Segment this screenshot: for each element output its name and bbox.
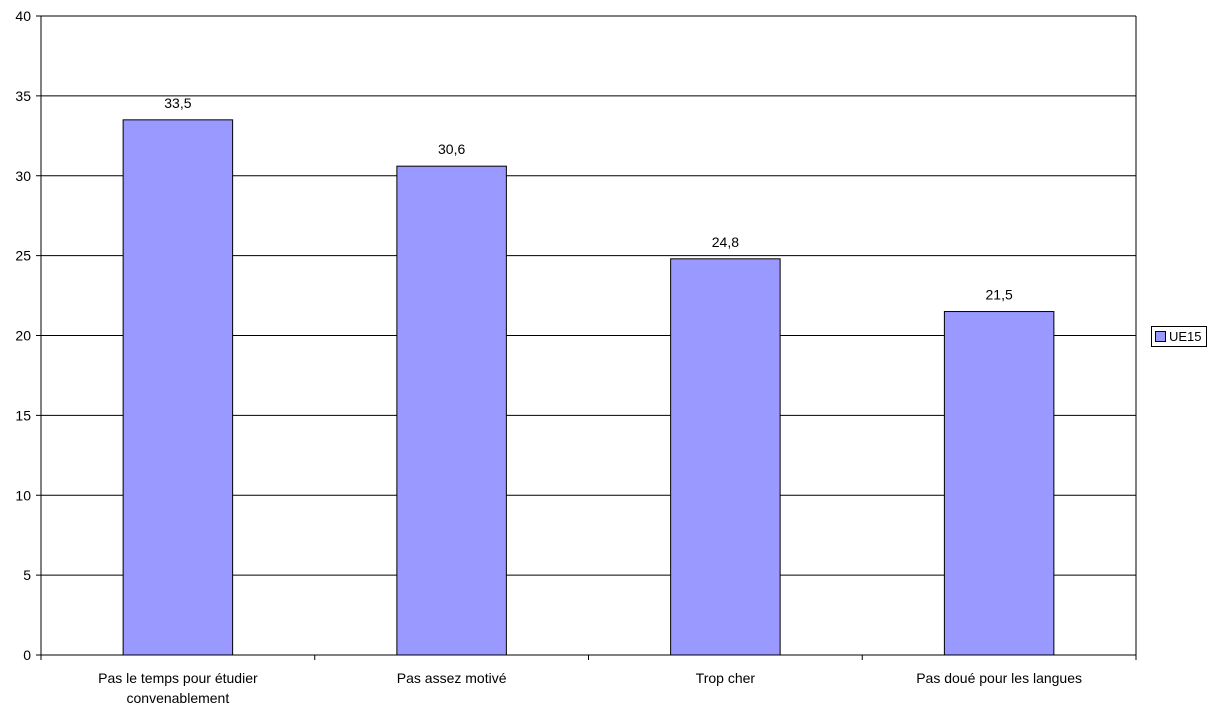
- x-tick-label: Pas doué pour les langues: [916, 670, 1082, 686]
- x-tick-label: Pas assez motivé: [397, 670, 507, 686]
- y-tick-label: 15: [15, 407, 31, 423]
- y-tick-label: 0: [23, 647, 31, 663]
- bar: [396, 165, 507, 656]
- y-tick-label: 35: [15, 88, 31, 104]
- legend: UE15: [1151, 326, 1207, 347]
- data-label: 21,5: [986, 287, 1013, 303]
- legend-label: UE15: [1169, 329, 1202, 344]
- y-tick-label: 30: [15, 168, 31, 184]
- y-tick-label: 40: [15, 8, 31, 24]
- bar: [670, 258, 781, 656]
- y-tick-label: 10: [15, 487, 31, 503]
- y-tick-label: 25: [15, 248, 31, 264]
- legend-swatch: [1155, 331, 1166, 342]
- bar: [943, 311, 1055, 656]
- bar: [122, 119, 234, 656]
- x-tick-label: Trop cher: [696, 670, 756, 686]
- data-label: 33,5: [164, 95, 191, 111]
- data-label: 24,8: [712, 234, 739, 250]
- y-tick-label: 20: [15, 328, 31, 344]
- x-tick-label: Pas le temps pour étudier convenablement: [98, 670, 258, 706]
- data-label: 30,6: [438, 141, 465, 157]
- y-tick-label: 5: [23, 567, 31, 583]
